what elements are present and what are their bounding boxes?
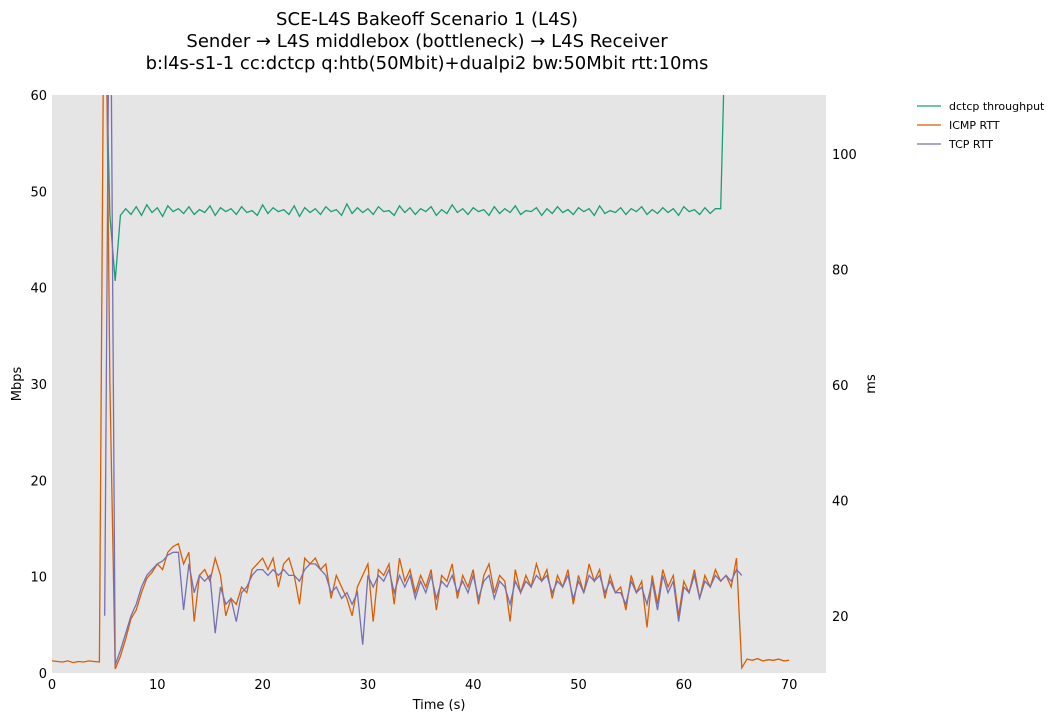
x-tick-label: 50: [570, 678, 587, 693]
y2-tick-label: 100: [832, 148, 857, 163]
y-tick-label: 20: [30, 474, 47, 489]
x-tick-label: 20: [254, 678, 271, 693]
y2-tick-label: 60: [832, 379, 849, 394]
chart-title-line-3: b:l4s-s1-1 cc:dctcp q:htb(50Mbit)+dualpi…: [146, 53, 709, 74]
y-tick-label: 0: [39, 667, 47, 682]
x-axis-label: Time (s): [412, 698, 466, 713]
chart-title-line-1: SCE-L4S Bakeoff Scenario 1 (L4S): [276, 9, 578, 30]
x-tick-label: 0: [48, 678, 56, 693]
x-tick-label: 10: [149, 678, 166, 693]
y2-tick-label: 40: [832, 494, 849, 509]
y-tick-label: 60: [30, 89, 47, 104]
y-tick-label: 40: [30, 282, 47, 297]
x-tick-label: 70: [781, 678, 798, 693]
y2-tick-label: 20: [832, 610, 849, 625]
series-line-icmp-rtt: [52, 95, 790, 670]
y2-tick-label: 80: [832, 263, 849, 278]
legend-label: ICMP RTT: [949, 119, 1000, 132]
x-tick-label: 60: [676, 678, 693, 693]
y-tick-label: 50: [30, 185, 47, 200]
legend-label: TCP RTT: [948, 138, 993, 151]
y-tick-label: 30: [30, 378, 47, 393]
chart-title-line-2: Sender → L4S middlebox (bottleneck) → L4…: [186, 31, 668, 52]
y-tick-label: 10: [30, 571, 47, 586]
legend-label: dctcp throughput: [949, 100, 1045, 113]
series-line-dctcp-throughput: [106, 95, 725, 281]
legend: dctcp throughput ICMP RTT TCP RTT: [917, 100, 1045, 151]
series-line-tcp-rtt: [104, 95, 743, 666]
x-tick-label: 30: [360, 678, 377, 693]
y2-axis-label: ms: [864, 374, 879, 394]
x-tick-label: 40: [465, 678, 482, 693]
y-axis-label: Mbps: [10, 367, 25, 402]
